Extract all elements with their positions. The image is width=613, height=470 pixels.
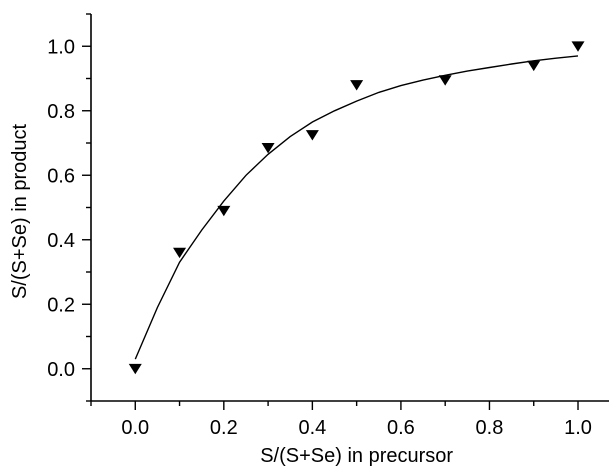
data-point-marker: [128, 363, 142, 375]
x-tick-label: 0.2: [210, 417, 238, 439]
data-point-marker: [305, 130, 319, 141]
x-tick-label: 0.8: [476, 417, 504, 439]
data-point-marker: [173, 247, 187, 259]
y-axis-label: S/(S+Se) in product: [9, 124, 31, 300]
data-markers: [128, 41, 585, 375]
x-tick-label: 0.6: [387, 417, 415, 439]
y-tick-label: 0.6: [47, 165, 75, 187]
data-point-marker: [350, 80, 364, 91]
x-tick-label: 0.0: [121, 417, 149, 439]
y-tick-label: 1.0: [47, 36, 75, 58]
axis-tick-labels: 0.0 0.2 0.4 0.6 0.8 1.0 0.0 0.2 0.4 0.6 0.8 1.0: [47, 36, 592, 439]
x-tick-label: 1.0: [564, 417, 592, 439]
data-point-marker: [438, 75, 452, 86]
x-axis-label: S/(S+Se) in precursor: [260, 445, 453, 467]
x-tick-label: 0.4: [298, 417, 326, 439]
fit-curve: [134, 55, 579, 360]
data-point-marker: [261, 142, 275, 154]
data-point-marker: [527, 60, 541, 72]
y-tick-label: 0.8: [47, 101, 75, 123]
y-tick-label: 0.4: [47, 230, 75, 252]
y-tick-label: 0.0: [47, 359, 75, 381]
plot-axes: [90, 14, 609, 402]
axis-ticks: [82, 13, 579, 410]
y-tick-label: 0.2: [47, 294, 75, 316]
data-point-marker: [217, 205, 231, 217]
data-point-marker: [571, 41, 585, 52]
